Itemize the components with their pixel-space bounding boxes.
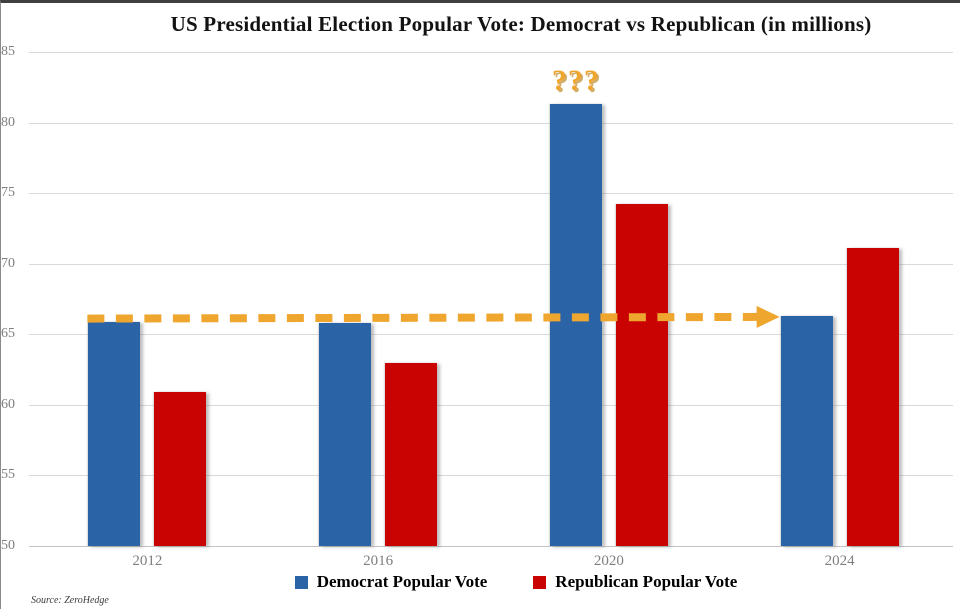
y-axis-tick-60: 60: [1, 396, 15, 412]
chart-title: US Presidential Election Popular Vote: D…: [170, 12, 872, 36]
bar-republican-2020: [615, 204, 668, 546]
gridline-50: [29, 546, 953, 547]
bar-republican-2024: [846, 248, 899, 546]
gridline-70: [29, 263, 953, 265]
gridline-80: [29, 122, 953, 124]
x-axis-label-2016: 2016: [363, 553, 394, 569]
gridline-75: [29, 193, 953, 195]
gridline-85: [29, 52, 953, 53]
x-axis-label-2024: 2024: [824, 553, 855, 569]
legend: Democrat Popular Vote Republican Popular…: [71, 572, 960, 592]
bar-democrat-2024: [780, 315, 833, 546]
bar-democrat-2012: [88, 321, 141, 546]
y-axis-tick-70: 70: [1, 255, 15, 271]
legend-item-democrat: Democrat Popular Vote: [294, 572, 488, 592]
gridline-55: [29, 475, 953, 477]
y-axis-tick-75: 75: [1, 185, 15, 201]
y-axis-tick-50: 50: [1, 538, 15, 553]
legend-label-republican: Republican Popular Vote: [555, 572, 738, 591]
gridline-60: [29, 404, 953, 406]
x-axis-label-2020: 2020: [593, 553, 624, 569]
question-marks-annotation: ???: [551, 64, 600, 98]
y-axis-tick-55: 55: [1, 467, 15, 483]
bar-democrat-2020: [549, 104, 602, 546]
republican-swatch-icon: [533, 575, 547, 589]
x-axis-label-2012: 2012: [132, 553, 163, 569]
source-attribution: Source: ZeroHedge: [31, 595, 109, 606]
y-axis-tick-85: 85: [1, 44, 15, 59]
legend-item-republican: Republican Popular Vote: [533, 572, 737, 592]
legend-label-democrat: Democrat Popular Vote: [316, 572, 488, 591]
y-axis-tick-65: 65: [1, 326, 15, 342]
democrat-swatch-icon: [294, 575, 308, 589]
bar-republican-2012: [154, 392, 207, 546]
bar-republican-2016: [385, 362, 438, 546]
gridline-65: [29, 334, 953, 336]
y-axis-tick-80: 80: [1, 114, 15, 130]
bar-democrat-2016: [319, 322, 372, 546]
